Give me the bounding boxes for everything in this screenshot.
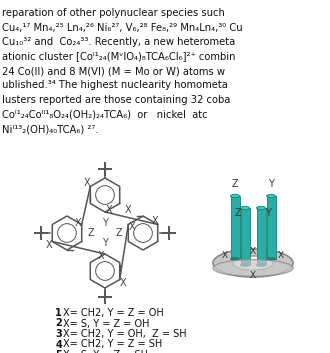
Text: X= S, Y = Z = OH: X= S, Y = Z = OH xyxy=(63,318,149,329)
Text: 3: 3 xyxy=(55,329,62,339)
Text: Y: Y xyxy=(265,208,271,218)
Ellipse shape xyxy=(256,263,266,267)
Text: X: X xyxy=(125,205,131,215)
Ellipse shape xyxy=(241,206,249,210)
Ellipse shape xyxy=(241,263,249,267)
Text: Niᴵ¹³₂(OH)₄₀TCA₆) ²⁷.: Niᴵ¹³₂(OH)₄₀TCA₆) ²⁷. xyxy=(2,124,99,134)
Ellipse shape xyxy=(256,206,266,210)
Text: Cu₁₀³² and  Co₂₄³³. Recently, a new heterometa: Cu₁₀³² and Co₂₄³³. Recently, a new heter… xyxy=(2,37,235,47)
Text: X: X xyxy=(250,246,256,256)
Bar xyxy=(241,208,249,265)
Text: 1: 1 xyxy=(55,308,62,318)
Ellipse shape xyxy=(213,249,293,277)
Text: 4: 4 xyxy=(55,340,62,349)
Text: X= S, Y = Z = SH: X= S, Y = Z = SH xyxy=(63,350,148,353)
Text: X: X xyxy=(74,217,81,227)
Text: X: X xyxy=(46,239,52,250)
Text: Z: Z xyxy=(232,179,238,189)
Text: X: X xyxy=(106,205,112,215)
Text: Z: Z xyxy=(116,228,122,238)
Text: Y: Y xyxy=(268,179,274,189)
Text: 5: 5 xyxy=(55,350,62,353)
Text: Cu₄,¹⁷ Mn₄,²⁵ Ln₄,²⁶ Ni₆²⁷, V₆,²⁸ Fe₈,²⁹ Mn₄Ln₄,³⁰ Cu: Cu₄,¹⁷ Mn₄,²⁵ Ln₄,²⁶ Ni₆²⁷, V₆,²⁸ Fe₈,²⁹… xyxy=(2,23,243,32)
Bar xyxy=(230,196,240,259)
Ellipse shape xyxy=(213,259,293,276)
Ellipse shape xyxy=(267,257,276,261)
Text: X: X xyxy=(98,251,104,261)
Ellipse shape xyxy=(233,256,273,270)
Ellipse shape xyxy=(230,194,240,198)
Bar xyxy=(256,208,266,265)
Text: X: X xyxy=(119,277,126,287)
Text: X= CH2, Y = Z = SH: X= CH2, Y = Z = SH xyxy=(63,340,162,349)
Text: Y: Y xyxy=(102,238,108,248)
Text: X: X xyxy=(84,179,91,189)
Text: X: X xyxy=(278,251,284,261)
Text: X: X xyxy=(222,251,228,261)
Text: ublished.³⁴ The highest nuclearity homometa: ublished.³⁴ The highest nuclearity homom… xyxy=(2,80,228,90)
Text: X= CH2, Y = Z = OH: X= CH2, Y = Z = OH xyxy=(63,308,164,318)
Text: Coᴵ¹₂₄Coᴵᴵ¹₈O₂₄(OH₂)₂₄TCA₆)  or   nickel  atc: Coᴵ¹₂₄Coᴵᴵ¹₈O₂₄(OH₂)₂₄TCA₆) or nickel at… xyxy=(2,109,208,120)
Text: X= CH2, Y = OH,  Z = SH: X= CH2, Y = OH, Z = SH xyxy=(63,329,187,339)
Ellipse shape xyxy=(267,194,276,198)
Bar xyxy=(267,196,276,259)
Text: X: X xyxy=(250,270,256,280)
Ellipse shape xyxy=(230,257,240,261)
Text: Y: Y xyxy=(102,218,108,228)
Text: lusters reported are those containing 32 coba: lusters reported are those containing 32… xyxy=(2,95,230,105)
Text: ationic cluster [Coᴵ¹₂₄(MᵛIO₄)₈TCA₆Cl₆]²⁺ combin: ationic cluster [Coᴵ¹₂₄(MᵛIO₄)₈TCA₆Cl₆]²… xyxy=(2,52,236,61)
Text: Z: Z xyxy=(235,208,241,218)
Text: 2: 2 xyxy=(55,318,62,329)
Text: 24 Co(II) and 8 M(VI) (M = Mo or W) atoms w: 24 Co(II) and 8 M(VI) (M = Mo or W) atom… xyxy=(2,66,225,76)
Text: X: X xyxy=(151,216,158,227)
Text: X: X xyxy=(129,221,136,232)
Text: reparation of other polynuclear species such: reparation of other polynuclear species … xyxy=(2,8,225,18)
Text: Z: Z xyxy=(88,228,94,238)
